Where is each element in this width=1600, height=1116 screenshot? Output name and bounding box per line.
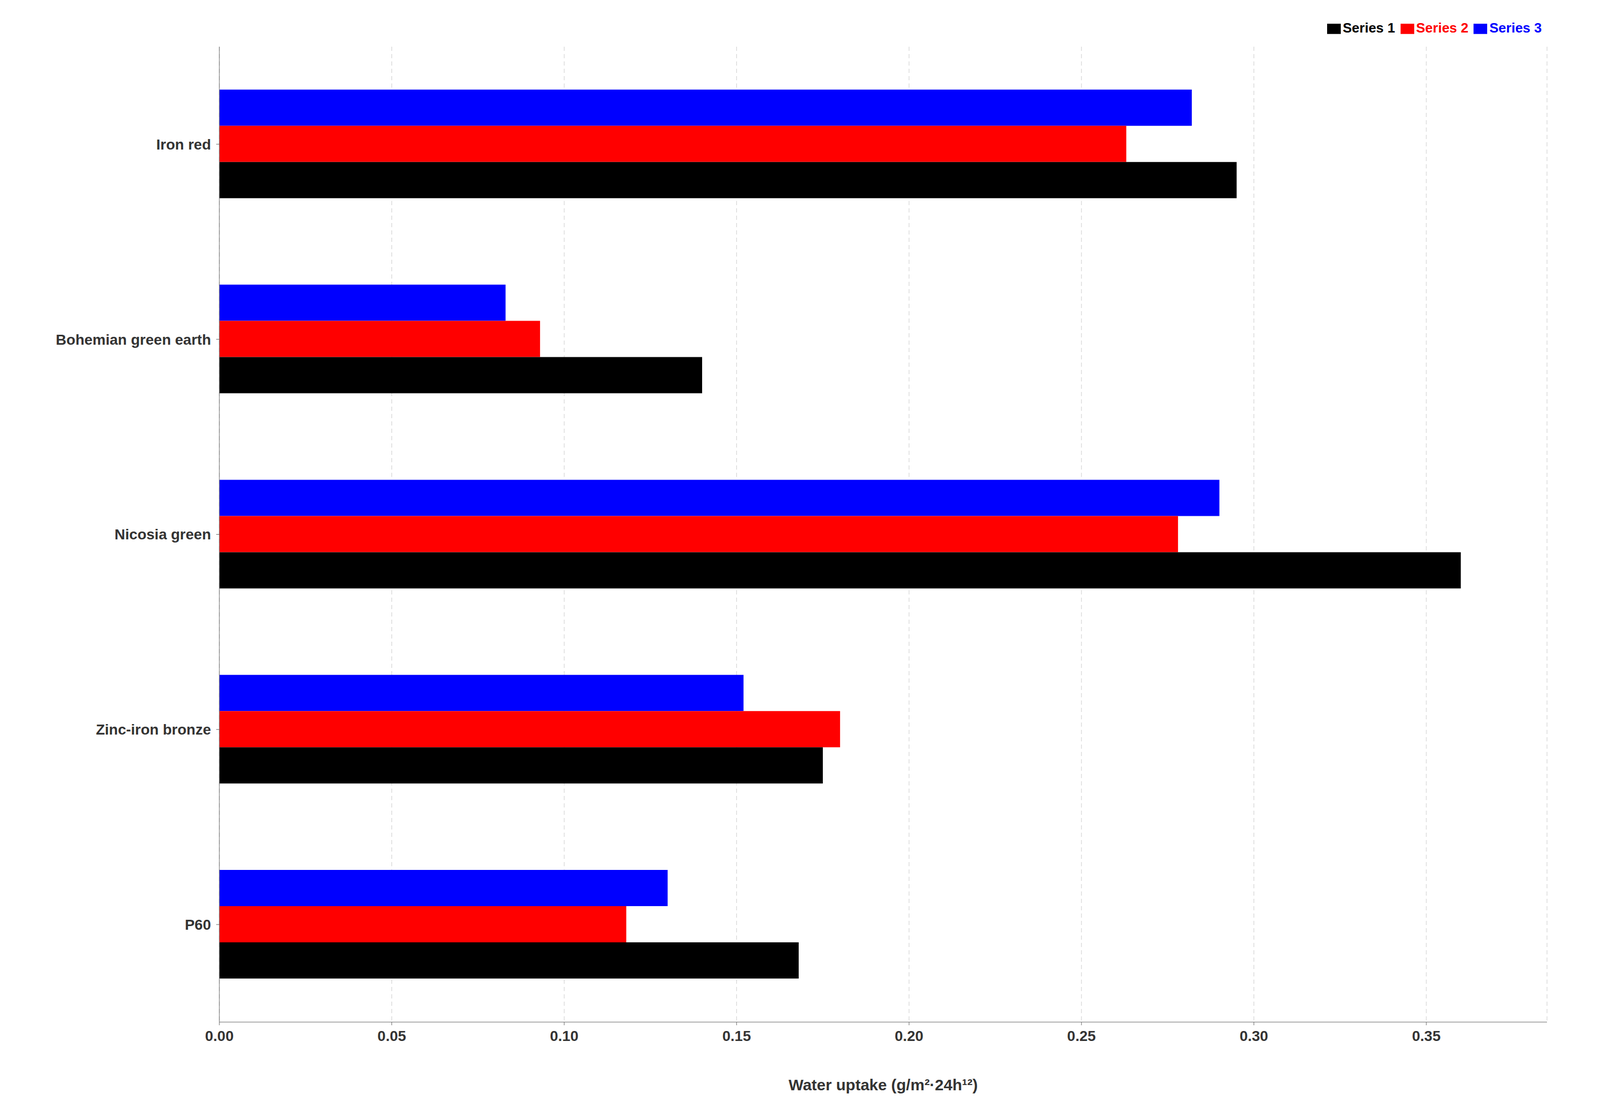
svg-text:0.10: 0.10 [549,1028,579,1045]
svg-text:Zinc-iron bronze: Zinc-iron bronze [96,721,211,738]
svg-text:0.05: 0.05 [377,1028,407,1045]
svg-text:Nicosia green: Nicosia green [114,526,211,543]
svg-text:Bohemian green earth: Bohemian green earth [55,331,211,348]
html-text:Series 2: Series 2 [1416,19,1469,36]
svg-text:0.25: 0.25 [1067,1028,1097,1045]
svg-text:Water uptake (g/m²·24h¹²): Water uptake (g/m²·24h¹²) [788,1076,979,1094]
svg-text:0.35: 0.35 [1412,1028,1441,1045]
html-text:Series 1: Series 1 [1342,19,1396,36]
svg-text:0.00: 0.00 [205,1028,235,1045]
svg-text:0.30: 0.30 [1239,1028,1269,1045]
svg-text:0.20: 0.20 [894,1028,924,1045]
svg-text:P60: P60 [184,916,211,934]
svg-text:0.15: 0.15 [722,1028,751,1045]
html-text:Series 3: Series 3 [1489,19,1542,36]
svg-text:Iron red: Iron red [156,136,211,153]
